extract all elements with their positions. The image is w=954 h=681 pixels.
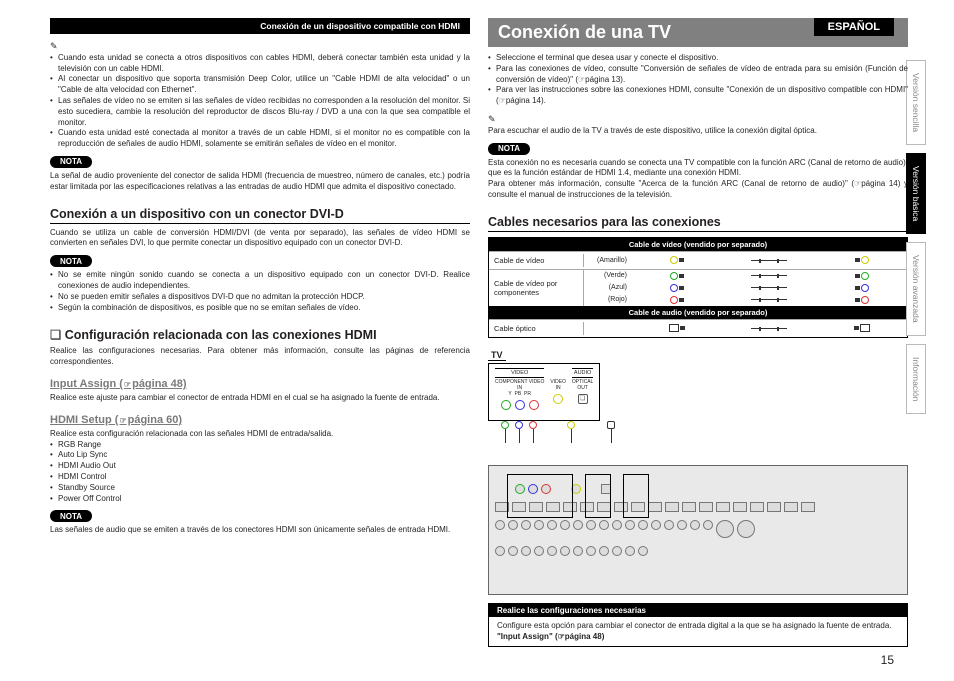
left-column: Conexión de un dispositivo compatible co… (50, 18, 470, 671)
input-text: Realice este ajuste para cambiar el cone… (50, 393, 470, 404)
tab-version-sencilla[interactable]: Versión sencilla (906, 60, 926, 145)
list-item: Al conectar un dispositivo que soporta t… (50, 74, 470, 96)
tv-optical-out: AUDIO OPTICALOUT (572, 368, 593, 410)
label: VIDEOIN (550, 379, 566, 391)
heading-cables: Cables necesarios para las conexiones (488, 215, 908, 232)
nota-text: Para obtener más información, consulte "… (488, 179, 908, 201)
list-item: HDMI Audio Out (50, 461, 470, 472)
cable-color: (Amarillo) (584, 255, 632, 266)
nota-badge: NOTA (50, 255, 92, 267)
nota-text: Las señales de audio que se emiten a tra… (50, 525, 470, 536)
label: AUDIO (572, 368, 593, 378)
heading-input-assign: Input Assign ( página 48) (50, 378, 470, 390)
label: Y PB PR (495, 391, 544, 397)
highlight-optical (623, 474, 649, 518)
tv-component-video: VIDEO COMPONENT VIDEOIN Y PB PR (495, 368, 544, 410)
cable-label: Cable de vídeo (489, 254, 584, 267)
list-item: Para las conexiones de vídeo, consulte "… (488, 64, 908, 86)
language-tag: ESPAÑOL (814, 18, 894, 36)
nota-badge: NOTA (50, 510, 92, 522)
receiver-back-panel (488, 465, 908, 595)
page-number: 15 (881, 653, 894, 667)
nota-text: Esta conexión no es necesaria cuando se … (488, 158, 908, 180)
nota-text: La señal de audio proveniente del conect… (50, 171, 470, 193)
side-tabs: Versión sencilla Versión básica Versión … (906, 60, 936, 422)
page-ref-icon (123, 378, 132, 390)
dvi-notes: No se emite ningún sonido cuando se cone… (50, 270, 470, 313)
list-item: HDMI Control (50, 472, 470, 483)
list-item: Auto Lip Sync (50, 450, 470, 461)
right-column: Conexión de una TV Seleccione el termina… (488, 18, 908, 671)
label: página 60) (128, 414, 182, 426)
page-ref-icon (118, 414, 127, 426)
cable-color: (Rojo) (584, 294, 632, 305)
heading-hdmi-setup: HDMI Setup ( página 60) (50, 414, 470, 426)
setup-list: RGB Range Auto Lip Sync HDMI Audio Out H… (50, 440, 470, 505)
pencil-icon (50, 40, 470, 53)
audio-note: Para escuchar el audio de la TV a través… (488, 126, 908, 137)
heading-dvi: Conexión a un dispositivo con un conecto… (50, 207, 470, 224)
label: VIDEO (495, 368, 544, 378)
nota-badge: NOTA (488, 143, 530, 155)
tv-label: TV (488, 350, 506, 361)
config-text: Realice las configuraciones necesarias. … (50, 346, 470, 368)
connection-diagram: TV VIDEO COMPONENT VIDEOIN Y PB PR . VID… (488, 350, 908, 595)
footer-config-box: Realice las configuraciones necesarias C… (488, 603, 908, 648)
cable-label: Cable de vídeo por componentes (489, 270, 584, 306)
connector-icon (632, 294, 907, 306)
tv-video-in: . VIDEOIN (550, 368, 566, 410)
footer-link: "Input Assign" (☞página 48) (497, 632, 899, 643)
connector-icon (632, 270, 907, 282)
section-header-hdmi: Conexión de un dispositivo compatible co… (50, 18, 470, 34)
label: Input Assign ( (50, 378, 123, 390)
list-item: No se pueden emitir señales a dispositiv… (50, 292, 470, 303)
list-item: Standby Source (50, 483, 470, 494)
list-item: Cuando esta unidad se conecta a otros di… (50, 53, 470, 75)
dvi-text: Cuando se utiliza un cable de conversión… (50, 228, 470, 250)
connector-icon (632, 322, 907, 334)
label: COMPONENT VIDEOIN (495, 379, 544, 391)
list-item: Para ver las instrucciones sobre las con… (488, 85, 908, 107)
list-item: Seleccione el terminal que desea usar y … (488, 53, 908, 64)
list-item: Las señales de vídeo no se emiten si las… (50, 96, 470, 128)
highlight-video (585, 474, 611, 518)
heading-config: Configuración relacionada con las conexi… (50, 327, 470, 342)
setup-text: Realice esta configuración relacionada c… (50, 429, 470, 440)
cable-label: Cable óptico (489, 322, 584, 335)
highlight-component (507, 474, 573, 518)
tab-version-basica[interactable]: Versión básica (906, 153, 926, 234)
table-header-video: Cable de vídeo (vendido por separado) (489, 238, 907, 251)
label: HDMI Setup ( (50, 414, 118, 426)
list-item: No se emite ningún sonido cuando se cone… (50, 270, 470, 292)
page: Conexión de un dispositivo compatible co… (0, 0, 954, 681)
table-header-audio: Cable de audio (vendido por separado) (489, 306, 907, 319)
nota-badge: NOTA (50, 156, 92, 168)
list-item: Power Off Control (50, 494, 470, 505)
cable-table: Cable de vídeo (vendido por separado) Ca… (488, 237, 908, 338)
connector-icon (632, 282, 907, 294)
cable-drops (488, 421, 908, 443)
table-row: Cable de vídeo (Amarillo) (489, 251, 907, 269)
tv-box: VIDEO COMPONENT VIDEOIN Y PB PR . VIDEOI… (488, 363, 600, 421)
list-item: Según la combinación de dispositivos, es… (50, 303, 470, 314)
cable-color: (Verde) (584, 270, 632, 281)
hdmi-intro-list: Cuando esta unidad se conecta a otros di… (50, 53, 470, 150)
cable-color: (Azul) (584, 282, 632, 293)
list-item: RGB Range (50, 440, 470, 451)
list-item: Cuando esta unidad esté conectada al mon… (50, 128, 470, 150)
connector-icon (632, 254, 907, 266)
tv-intro-list: Seleccione el terminal que desea usar y … (488, 53, 908, 107)
tab-version-avanzada[interactable]: Versión avanzada (906, 242, 926, 336)
table-row: Cable de vídeo por componentes (Verde) (… (489, 269, 907, 306)
footer-text: Configure esta opción para cambiar el co… (497, 621, 899, 632)
label: OPTICALOUT (572, 379, 593, 391)
tab-informacion[interactable]: Información (906, 344, 926, 414)
label: página 48) (132, 378, 186, 390)
pencil-icon (488, 113, 908, 126)
table-row: Cable óptico (489, 319, 907, 337)
footer-heading: Realice las configuraciones necesarias (489, 604, 907, 617)
